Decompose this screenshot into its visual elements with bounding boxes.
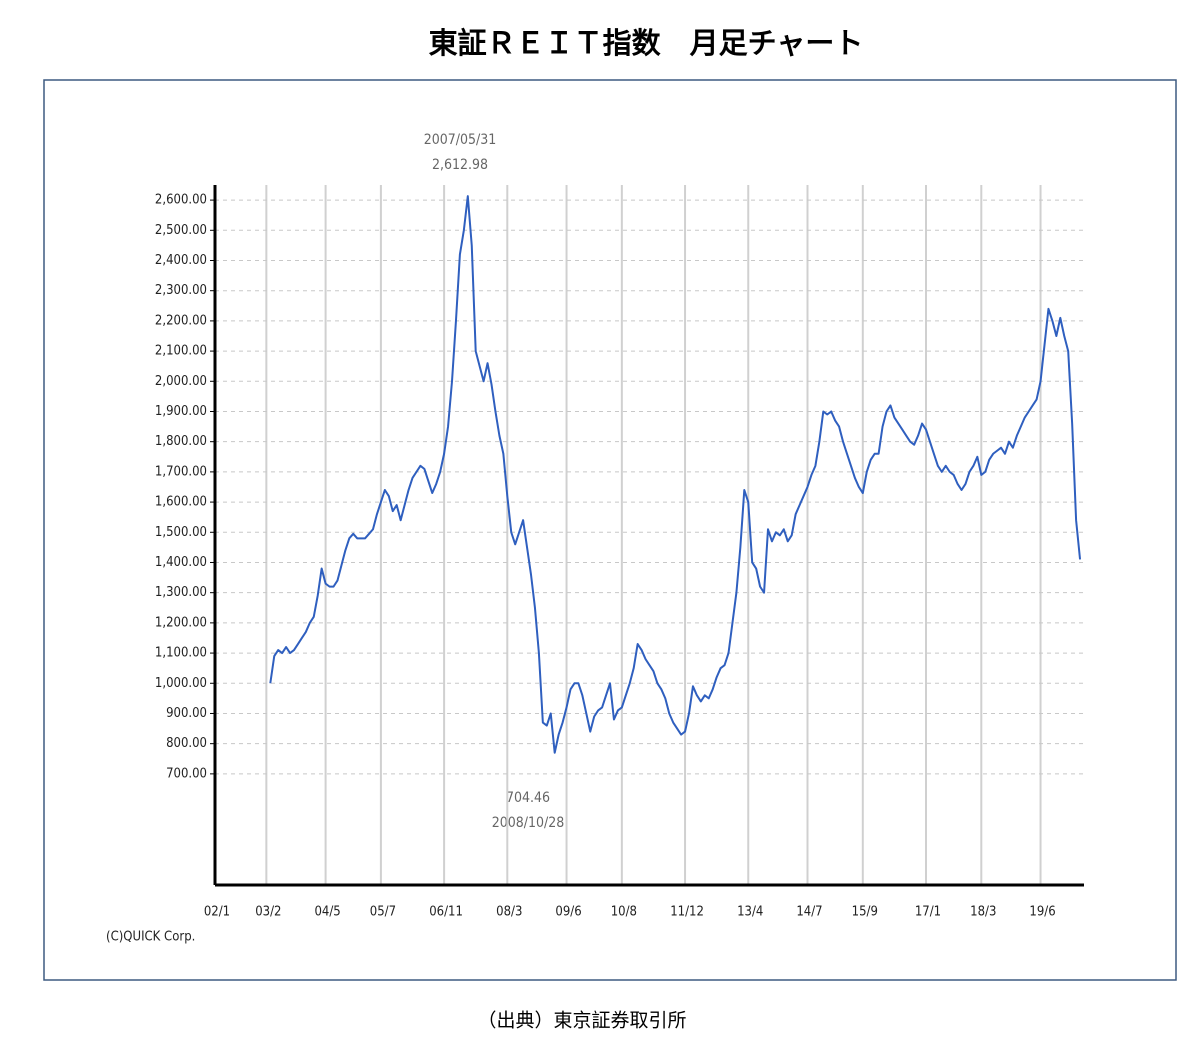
x-tick-label: 10/8 [611,905,637,920]
x-tick-label: 06/11 [429,905,463,920]
annotation: 2008/10/28 [492,815,565,831]
y-tick-label: 1,500.00 [155,525,207,540]
x-tick-label: 02/1 [204,905,230,920]
y-tick-label: 2,600.00 [155,193,207,208]
x-tick-label: 13/4 [737,905,763,920]
y-tick-label: 800.00 [166,736,207,751]
y-tick-label: 1,800.00 [155,434,207,449]
y-tick-label: 900.00 [166,706,207,721]
y-tick-label: 1,400.00 [155,555,207,570]
y-tick-label: 2,400.00 [155,253,207,268]
y-tick-label: 2,500.00 [155,223,207,238]
copyright: (C)QUICK Corp. [106,930,195,945]
y-tick-label: 1,600.00 [155,495,207,510]
x-tick-label: 08/3 [496,905,522,920]
annotation: 704.46 [506,790,550,806]
y-tick-label: 1,700.00 [155,464,207,479]
annotation: 2,612.98 [432,157,488,173]
y-tick-label: 2,000.00 [155,374,207,389]
chart-frame [43,79,1177,981]
source: （出典）東京証券取引所 [477,1010,686,1032]
x-tick-label: 15/9 [852,905,878,920]
x-tick-label: 19/6 [1029,905,1055,920]
y-tick-label: 2,200.00 [155,313,207,328]
y-tick-label: 2,100.00 [155,344,207,359]
y-tick-label: 1,300.00 [155,585,207,600]
x-tick-label: 05/7 [370,905,396,920]
y-tick-label: 1,000.00 [155,676,207,691]
y-tick-label: 1,100.00 [155,646,207,661]
line-series [269,195,1082,754]
x-tick-label: 17/1 [915,905,941,920]
y-tick-label: 1,900.00 [155,404,207,419]
x-tick-label: 18/3 [970,905,996,920]
y-tick-label: 700.00 [166,766,207,781]
x-tick-label: 11/12 [670,905,704,920]
y-tick-label: 2,300.00 [155,283,207,298]
y-tick-label: 1,200.00 [155,615,207,630]
x-tick-label: 09/6 [555,905,581,920]
chart-title: 東証ＲＥＩＴ指数 月足チャート [429,26,864,60]
x-tick-label: 03/2 [255,905,281,920]
annotation: 2007/05/31 [424,132,497,148]
x-tick-label: 14/7 [796,905,822,920]
x-tick-label: 04/5 [314,905,340,920]
